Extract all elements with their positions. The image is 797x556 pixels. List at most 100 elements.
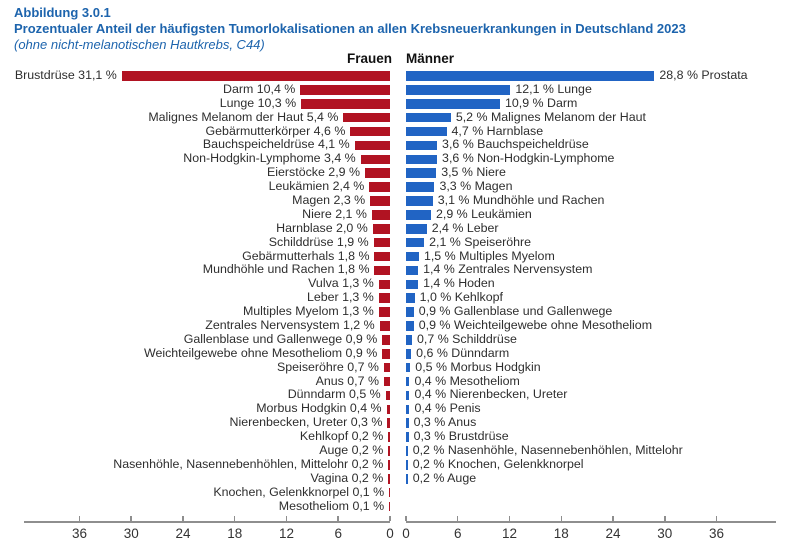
maenner-bar [406, 473, 408, 484]
maenner-half-row: 0,4 % Penis [406, 401, 797, 416]
chart-row: Leukämien 2,4 % 3,3 % Magen [0, 179, 797, 194]
frauen-bar-label: Auge 0,2 % [319, 443, 384, 458]
axis-tick-label: 12 [278, 526, 295, 541]
chart-row: Nasenhöhle, Nasennebenhöhlen, Mittelohr … [0, 457, 797, 472]
maenner-bar-label: 0,9 % Weichteilgewebe ohne Mesotheliom [418, 318, 653, 333]
maenner-half-row: 10,9 % Darm [406, 96, 797, 111]
frauen-bar [379, 321, 390, 331]
chart-row: Leber 1,3 % 1,0 % Kehlkopf [0, 290, 797, 305]
axis-tick-label: 6 [334, 526, 343, 541]
maenner-bar [406, 460, 408, 470]
frauen-half-row: Nasenhöhle, Nasennebenhöhlen, Mittelohr … [0, 457, 390, 472]
maenner-bar-label: 2,4 % Leber [431, 220, 499, 235]
frauen-bar [378, 279, 390, 290]
axis-tick [285, 516, 288, 521]
frauen-half-row: Dünndarm 0,5 % [0, 388, 390, 402]
maenner-half-row: 0,3 % Anus [406, 415, 797, 430]
maenner-half-row: 1,4 % Zentrales Nervensystem [406, 263, 797, 277]
chart-row: Gebärmutterkörper 4,6 % 4,7 % Harnblase [0, 124, 797, 139]
axis-tick [560, 516, 563, 521]
chart-row: Auge 0,2 % 0,2 % Nasenhöhle, Nasennebenhö… [0, 443, 797, 458]
maenner-bar [406, 265, 419, 276]
chart-row: Multiples Myelom 1,3 % 0,9 % Gallenblase … [0, 304, 797, 319]
maenner-bar [406, 335, 413, 345]
frauen-bar [389, 501, 390, 512]
maenner-half-row: 3,6 % Non-Hodgkin-Lymphome [406, 151, 797, 166]
frauen-bar [372, 223, 390, 234]
frauen-bar-label: Harnblase 2,0 % [276, 220, 368, 235]
frauen-bar-label: Gallenblase und Gallenwege 0,9 % [183, 331, 378, 346]
maenner-bar [406, 98, 500, 109]
maenner-half-row: 2,1 % Speiseröhre [406, 235, 797, 250]
chart-row: Zentrales Nervensystem 1,2 % 0,9 % Weicht… [0, 318, 797, 333]
maenner-bar [406, 168, 437, 178]
axis-tick-label: 0 [402, 526, 410, 541]
maenner-bar [406, 293, 415, 303]
frauen-bar-label: Vulva 1,3 % [308, 276, 374, 291]
frauen-bar-label: Magen 2,3 % [292, 193, 366, 208]
frauen-half-row: Vagina 0,2 % [0, 471, 390, 486]
axis-tick-label: 36 [71, 526, 88, 541]
frauen-bar [121, 71, 390, 81]
maenner-bar [406, 376, 410, 387]
frauen-bar [374, 251, 390, 262]
maenner-half-row: 3,5 % Niere [406, 165, 797, 180]
maenner-bar [406, 71, 655, 81]
maenner-half-row: 0,2 % Knochen, Gelenkknorpel [406, 457, 797, 472]
frauen-bar-label: Knochen, Gelenkknorpel 0,1 % [213, 484, 385, 499]
frauen-bar [386, 404, 390, 415]
frauen-bar-label: Malignes Melanom der Haut 5,4 % [148, 109, 339, 124]
maenner-half-row: 5,2 % Malignes Melanom der Haut [406, 110, 797, 125]
figure-header: Abbildung 3.0.1 Prozentualer Anteil der … [14, 5, 686, 53]
axis-tick [130, 516, 132, 521]
maenner-bar-label: 0,6 % Dünndarm [416, 345, 510, 360]
frauen-bar [382, 348, 390, 359]
frauen-bar [365, 168, 390, 178]
maenner-half-row: 1,0 % Kehlkopf [406, 290, 797, 305]
frauen-bar-label: Multiples Myelom 1,3 % [242, 304, 374, 319]
maenner-bar [406, 126, 447, 137]
maenner-bar [406, 154, 438, 165]
maenner-bar [406, 196, 433, 206]
frauen-half-row: Eierstöcke 2,9 % [0, 165, 390, 180]
maenner-half-row: 4,7 % Harnblase [406, 124, 797, 139]
maenner-bar-label: 2,9 % Leukämien [436, 206, 532, 221]
chart-row: Mundhöhle und Rachen 1,8 % 1,4 % Zentrale… [0, 263, 797, 277]
chart-row: Magen 2,3 % 3,1 % Mundhöhle und Rachen [0, 193, 797, 208]
chart-row: Non-Hodgkin-Lymphome 3,4 % 3,6 % Non-Hodg… [0, 151, 797, 166]
axis-line [24, 521, 390, 524]
axis-tick [612, 516, 614, 521]
chart-row: Mesotheliom 0,1 % [0, 499, 797, 514]
frauen-bar [370, 196, 390, 206]
frauen-bar-label: Lunge 10,3 % [219, 95, 297, 110]
frauen-bar-label: Leukämien 2,4 % [268, 179, 365, 194]
maenner-bar-label: 3,5 % Niere [441, 165, 506, 180]
maenner-bar [406, 237, 425, 248]
figure-number: Abbildung 3.0.1 [14, 5, 111, 20]
chart-row: Darm 10,4 % 12,1 % Lunge [0, 81, 797, 97]
frauen-bar-label: Non-Hodgkin-Lymphome 3,4 % [183, 151, 356, 166]
axis-tick-label: 12 [501, 526, 518, 541]
frauen-bar-label: Anus 0,7 % [315, 373, 379, 388]
maenner-bar-label: 12,1 % Lunge [515, 81, 592, 96]
axis-tick [664, 516, 666, 521]
frauen-bar [371, 210, 390, 220]
maenner-bar [406, 85, 511, 95]
frauen-half-row: Gebärmutterkörper 4,6 % [0, 124, 390, 139]
frauen-half-row: Auge 0,2 % [0, 443, 390, 458]
frauen-bar [388, 473, 390, 484]
frauen-bar-label: Speiseröhre 0,7 % [277, 359, 379, 374]
frauen-bar-label: Kehlkopf 0,2 % [299, 429, 384, 444]
maenner-half-row: 0,5 % Morbus Hodgkin [406, 360, 797, 375]
frauen-bar-label: Morbus Hodgkin 0,4 % [256, 401, 382, 416]
frauen-bar-label: Weichteilgewebe ohne Mesotheliom 0,9 % [143, 345, 378, 360]
frauen-half-row: Leukämien 2,4 % [0, 179, 390, 194]
maenner-bar-label: 1,0 % Kehlkopf [419, 290, 503, 305]
frauen-bar-label: Darm 10,4 % [223, 81, 296, 96]
maenner-bar-label: 3,6 % Non-Hodgkin-Lymphome [442, 151, 615, 166]
maenner-half-row: 28,8 % Prostata [406, 68, 797, 83]
frauen-bar [389, 487, 390, 498]
maenner-half-row: 1,5 % Multiples Myelom [406, 249, 797, 264]
maenner-half-row: 0,4 % Nierenbecken, Ureter [406, 388, 797, 402]
